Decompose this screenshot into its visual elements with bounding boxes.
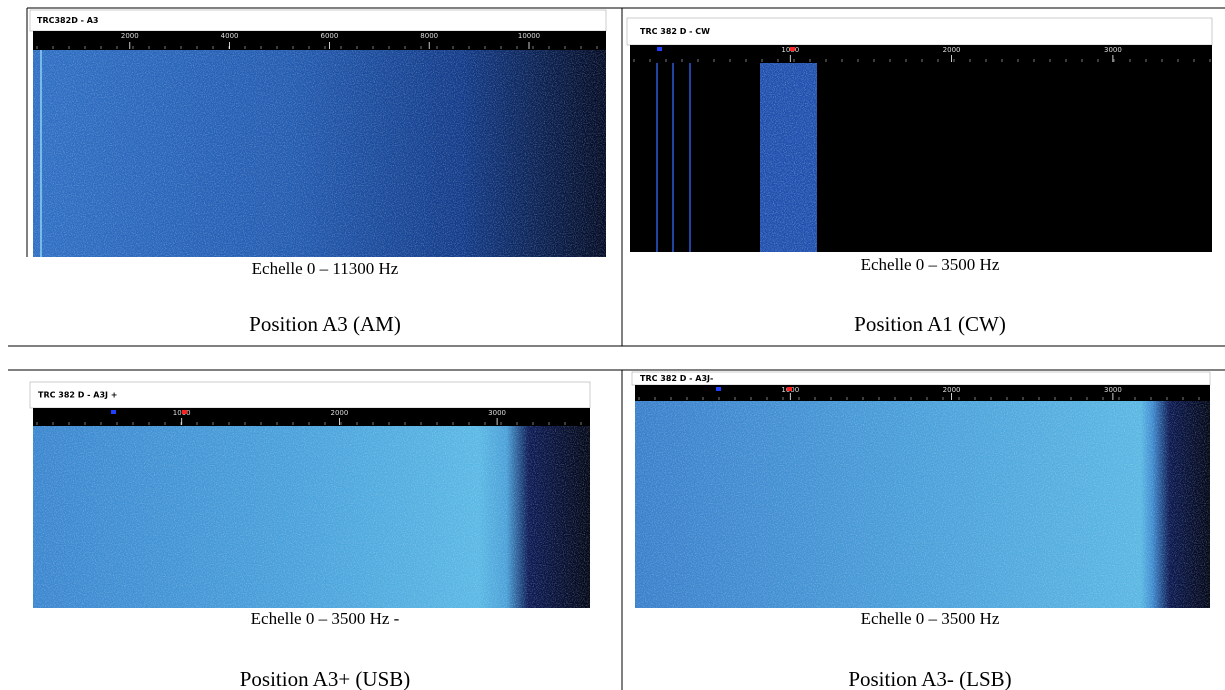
caption: Echelle 0 – 11300 Hz bbox=[252, 259, 399, 278]
title-bar bbox=[30, 10, 606, 31]
caption: Echelle 0 – 3500 Hz - bbox=[251, 609, 400, 628]
position-label: Position A3- (LSB) bbox=[848, 667, 1011, 690]
position-label: Position A3+ (USB) bbox=[240, 667, 411, 690]
noise bbox=[635, 401, 1210, 608]
position-label: Position A3 (AM) bbox=[249, 312, 401, 336]
noise bbox=[33, 50, 606, 257]
tick-label: 2000 bbox=[943, 46, 961, 54]
tick-label: 4000 bbox=[221, 32, 239, 40]
frequency-ruler bbox=[635, 385, 1210, 401]
tick-label: 6000 bbox=[320, 32, 338, 40]
title-bar bbox=[627, 18, 1212, 45]
screenshot-panel: TRC382D - A3 2000 4000 6000 8000 10000 Echelle… bbox=[30, 10, 606, 336]
marker-flag bbox=[182, 410, 187, 414]
title-bar bbox=[632, 372, 1210, 385]
tick-label: 2000 bbox=[330, 409, 348, 417]
caption: Echelle 0 – 3500 Hz bbox=[861, 255, 1000, 274]
window-title: TRC382D - A3 bbox=[37, 16, 98, 25]
window-title: TRC 382 D - CW bbox=[640, 27, 710, 36]
position-label: Position A1 (CW) bbox=[854, 312, 1006, 336]
tick-label: 3000 bbox=[1104, 46, 1122, 54]
frequency-ruler bbox=[630, 45, 1212, 63]
tick-label: 2000 bbox=[943, 386, 961, 394]
tick-label: 3000 bbox=[1104, 386, 1122, 394]
marker-flag bbox=[716, 387, 721, 391]
noise bbox=[33, 426, 590, 608]
marker-flag bbox=[657, 47, 662, 51]
tick-label: 2000 bbox=[121, 32, 139, 40]
marker-flag bbox=[787, 387, 792, 391]
marker-flag bbox=[790, 47, 795, 51]
window-title: TRC 382 D - A3J + bbox=[38, 391, 118, 400]
noise bbox=[760, 63, 817, 252]
tick-label: 1000 bbox=[173, 409, 191, 417]
tick-label: 8000 bbox=[420, 32, 438, 40]
tick-label: 10000 bbox=[518, 32, 540, 40]
screenshot-panel: TRC 382 D - A3J + 1000 2000 3000 Echelle 0 –… bbox=[30, 382, 590, 690]
caption: Echelle 0 – 3500 Hz bbox=[861, 609, 1000, 628]
screenshot-panel: TRC 382 D - CW100020003000Echelle 0 – 35… bbox=[627, 18, 1212, 336]
marker-flag bbox=[111, 410, 116, 414]
frequency-ruler bbox=[33, 408, 590, 426]
tick-label: 3000 bbox=[488, 409, 506, 417]
waterfall bbox=[630, 63, 1212, 252]
window-title: TRC 382 D - A3J- bbox=[640, 374, 713, 383]
page: TRC382D - A3 2000 4000 6000 8000 10000 Echelle… bbox=[0, 0, 1225, 690]
